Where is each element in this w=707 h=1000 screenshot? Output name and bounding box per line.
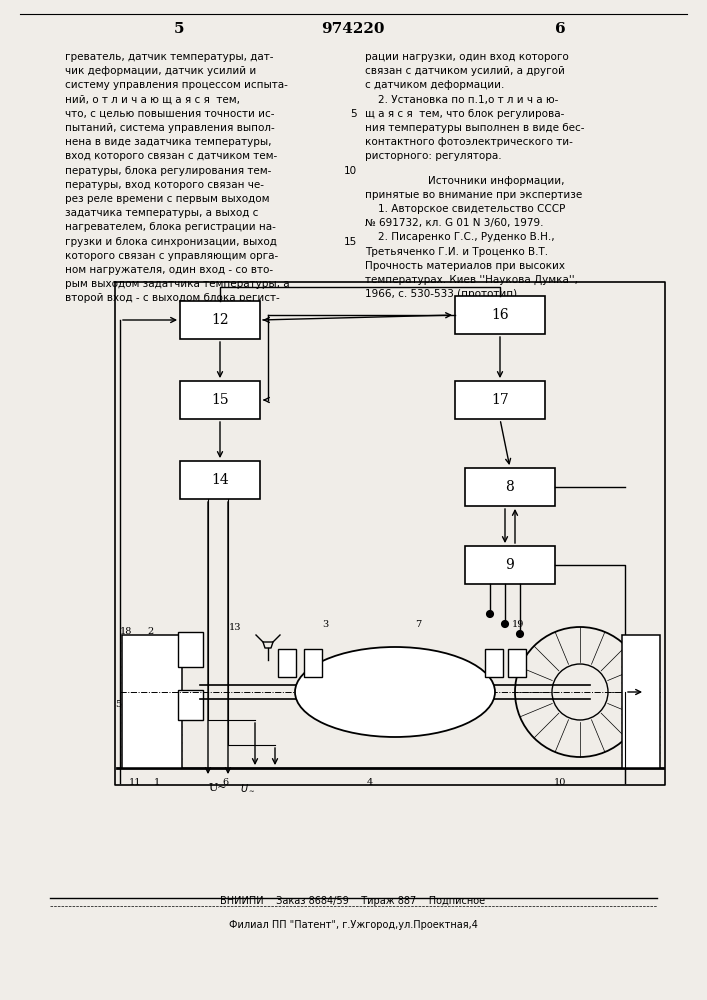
Text: систему управления процессом испыта-: систему управления процессом испыта- bbox=[65, 80, 288, 90]
Text: U~: U~ bbox=[209, 783, 227, 793]
Text: вход которого связан с датчиком тем-: вход которого связан с датчиком тем- bbox=[65, 151, 277, 161]
Bar bbox=[180, 381, 260, 419]
Text: щ а я с я  тем, что блок регулирова-: щ а я с я тем, что блок регулирова- bbox=[365, 109, 564, 119]
Text: 11: 11 bbox=[129, 778, 141, 787]
Text: 9: 9 bbox=[506, 558, 515, 572]
Text: пературы, вход которого связан че-: пературы, вход которого связан че- bbox=[65, 180, 264, 190]
Text: 6: 6 bbox=[555, 22, 566, 36]
Circle shape bbox=[501, 620, 508, 628]
Text: 2. Установка по п.1,о т л и ч а ю-: 2. Установка по п.1,о т л и ч а ю- bbox=[365, 95, 559, 105]
Bar bbox=[180, 301, 260, 339]
Text: нена в виде задатчика температуры,: нена в виде задатчика температуры, bbox=[65, 137, 271, 147]
Text: № 691732, кл. G 01 N 3/60, 1979.: № 691732, кл. G 01 N 3/60, 1979. bbox=[365, 218, 544, 228]
Bar bbox=[304, 649, 322, 677]
Text: 5: 5 bbox=[115, 700, 121, 709]
Text: рым выходом задатчика температуры, а: рым выходом задатчика температуры, а bbox=[65, 279, 290, 289]
Bar bbox=[622, 635, 660, 768]
Text: 12: 12 bbox=[211, 313, 229, 327]
Text: задатчика температуры, а выход с: задатчика температуры, а выход с bbox=[65, 208, 258, 218]
Text: второй вход - с выходом блока регист-: второй вход - с выходом блока регист- bbox=[65, 293, 280, 303]
Text: 8: 8 bbox=[506, 480, 515, 494]
Bar bbox=[180, 461, 260, 499]
Bar bbox=[122, 635, 182, 768]
Text: 7: 7 bbox=[415, 620, 421, 629]
Text: нагревателем, блока регистрации на-: нагревателем, блока регистрации на- bbox=[65, 222, 276, 232]
Text: 19: 19 bbox=[512, 620, 524, 629]
Text: принятые во внимание при экспертизе: принятые во внимание при экспертизе bbox=[365, 190, 583, 200]
Text: пературы, блока регулирования тем-: пературы, блока регулирования тем- bbox=[65, 166, 271, 176]
Text: 16: 16 bbox=[491, 308, 509, 322]
Bar bbox=[485, 649, 503, 677]
Text: 6: 6 bbox=[222, 778, 228, 787]
Text: рации нагрузки, один вход которого: рации нагрузки, один вход которого bbox=[365, 52, 568, 62]
Text: 3: 3 bbox=[322, 620, 328, 629]
Bar bbox=[178, 690, 203, 720]
Text: связан с датчиком усилий, а другой: связан с датчиком усилий, а другой bbox=[365, 66, 565, 76]
Text: греватель, датчик температуры, дат-: греватель, датчик температуры, дат- bbox=[65, 52, 274, 62]
Bar bbox=[178, 632, 203, 667]
Text: пытаний, система управления выпол-: пытаний, система управления выпол- bbox=[65, 123, 275, 133]
Text: ния температуры выполнен в виде бес-: ния температуры выполнен в виде бес- bbox=[365, 123, 585, 133]
Text: 14: 14 bbox=[211, 473, 229, 487]
Text: ний, о т л и ч а ю щ а я с я  тем,: ний, о т л и ч а ю щ а я с я тем, bbox=[65, 95, 240, 105]
Text: 15: 15 bbox=[211, 393, 229, 407]
Bar bbox=[465, 546, 555, 584]
Text: температурах. Киев ''Наукова Думка'',: температурах. Киев ''Наукова Думка'', bbox=[365, 275, 578, 285]
Bar bbox=[455, 296, 545, 334]
Text: ном нагружателя, один вход - со вто-: ном нагружателя, один вход - со вто- bbox=[65, 265, 273, 275]
Circle shape bbox=[517, 631, 523, 638]
Text: 2. Писаренко Г.С., Руденко В.Н.,: 2. Писаренко Г.С., Руденко В.Н., bbox=[365, 232, 554, 242]
Text: 1966, с. 530-533 (прототип).: 1966, с. 530-533 (прототип). bbox=[365, 289, 520, 299]
Text: Источники информации,: Источники информации, bbox=[415, 176, 564, 186]
Bar bbox=[455, 381, 545, 419]
Text: 974220: 974220 bbox=[321, 22, 385, 36]
Text: 1: 1 bbox=[154, 778, 160, 787]
Text: Прочность материалов при высоких: Прочность материалов при высоких bbox=[365, 261, 565, 271]
Text: контактного фотоэлектрического ти-: контактного фотоэлектрического ти- bbox=[365, 137, 573, 147]
Text: 4: 4 bbox=[367, 778, 373, 787]
Text: Филиал ПП "Патент", г.Ужгород,ул.Проектная,4: Филиал ПП "Патент", г.Ужгород,ул.Проектн… bbox=[228, 920, 477, 930]
Text: 2: 2 bbox=[148, 627, 154, 636]
Text: 5: 5 bbox=[174, 22, 185, 36]
Text: 17: 17 bbox=[491, 393, 509, 407]
Text: которого связан с управляющим орга-: которого связан с управляющим орга- bbox=[65, 251, 279, 261]
Bar bbox=[508, 649, 526, 677]
Text: 10: 10 bbox=[554, 778, 566, 787]
Text: ристорного: регулятора.: ристорного: регулятора. bbox=[365, 151, 502, 161]
Text: 15: 15 bbox=[344, 237, 357, 247]
Circle shape bbox=[486, 610, 493, 617]
Text: 13: 13 bbox=[229, 623, 241, 632]
Text: $U_\sim$: $U_\sim$ bbox=[240, 783, 256, 794]
Text: чик деформации, датчик усилий и: чик деформации, датчик усилий и bbox=[65, 66, 256, 76]
Text: грузки и блока синхронизации, выход: грузки и блока синхронизации, выход bbox=[65, 237, 277, 247]
Text: 5: 5 bbox=[351, 109, 357, 119]
Bar bbox=[278, 649, 296, 677]
Text: рез реле времени с первым выходом: рез реле времени с первым выходом bbox=[65, 194, 269, 204]
Text: с датчиком деформации.: с датчиком деформации. bbox=[365, 80, 504, 90]
Text: ВНИИПИ    Заказ 8684/59    Тираж 887    Подписное: ВНИИПИ Заказ 8684/59 Тираж 887 Подписное bbox=[221, 896, 486, 906]
Text: 18: 18 bbox=[119, 627, 132, 636]
Ellipse shape bbox=[295, 647, 495, 737]
Text: что, с целью повышения точности ис-: что, с целью повышения точности ис- bbox=[65, 109, 274, 119]
Bar bbox=[465, 468, 555, 506]
Text: Третьяченко Г.И. и Троценко В.Т.: Третьяченко Г.И. и Троценко В.Т. bbox=[365, 247, 548, 257]
Text: 10: 10 bbox=[344, 166, 357, 176]
Text: 1. Авторское свидетельство СССР: 1. Авторское свидетельство СССР bbox=[365, 204, 566, 214]
